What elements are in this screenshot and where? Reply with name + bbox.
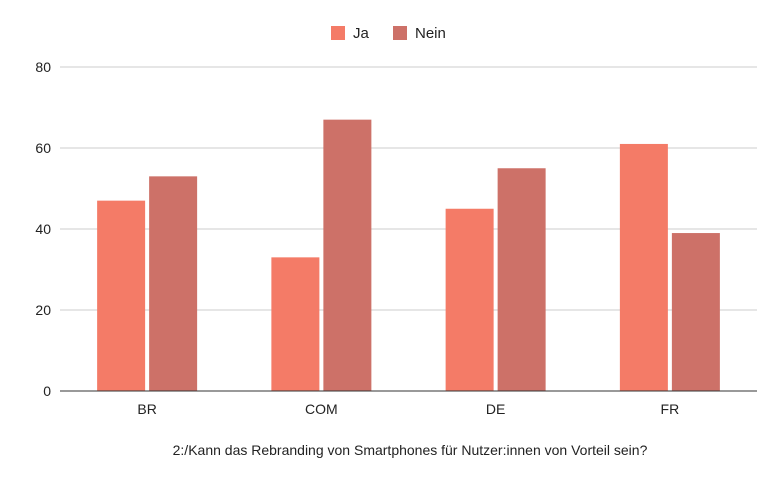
bar-nein-com <box>323 119 372 392</box>
y-tick-label: 60 <box>35 140 51 156</box>
y-tick-label: 80 <box>35 59 51 75</box>
bar-nein-br <box>149 176 198 391</box>
bar-nein-de <box>497 168 546 391</box>
y-tick-label: 20 <box>35 302 51 318</box>
legend-swatch-nein <box>393 26 407 40</box>
x-tick-label: FR <box>661 401 680 417</box>
y-tick-label: 40 <box>35 221 51 237</box>
legend: Ja Nein <box>331 25 446 42</box>
bar-ja-de <box>445 208 494 391</box>
x-tick-label: DE <box>486 401 505 417</box>
bar-nein-fr <box>671 233 720 391</box>
bars <box>97 119 720 392</box>
legend-swatch-ja <box>331 26 345 40</box>
x-axis-title: 2:/Kann das Rebranding von Smartphones f… <box>173 442 648 458</box>
bar-ja-br <box>97 200 146 391</box>
x-tick-labels: BR COM DE FR <box>137 401 679 417</box>
legend-label-ja: Ja <box>353 25 370 42</box>
bar-ja-fr <box>619 143 668 391</box>
y-tick-labels: 0 20 40 60 80 <box>35 59 51 399</box>
x-tick-label: COM <box>305 401 338 417</box>
x-tick-label: BR <box>137 401 156 417</box>
legend-label-nein: Nein <box>415 25 446 42</box>
y-tick-label: 0 <box>43 383 51 399</box>
bar-ja-com <box>271 257 320 391</box>
